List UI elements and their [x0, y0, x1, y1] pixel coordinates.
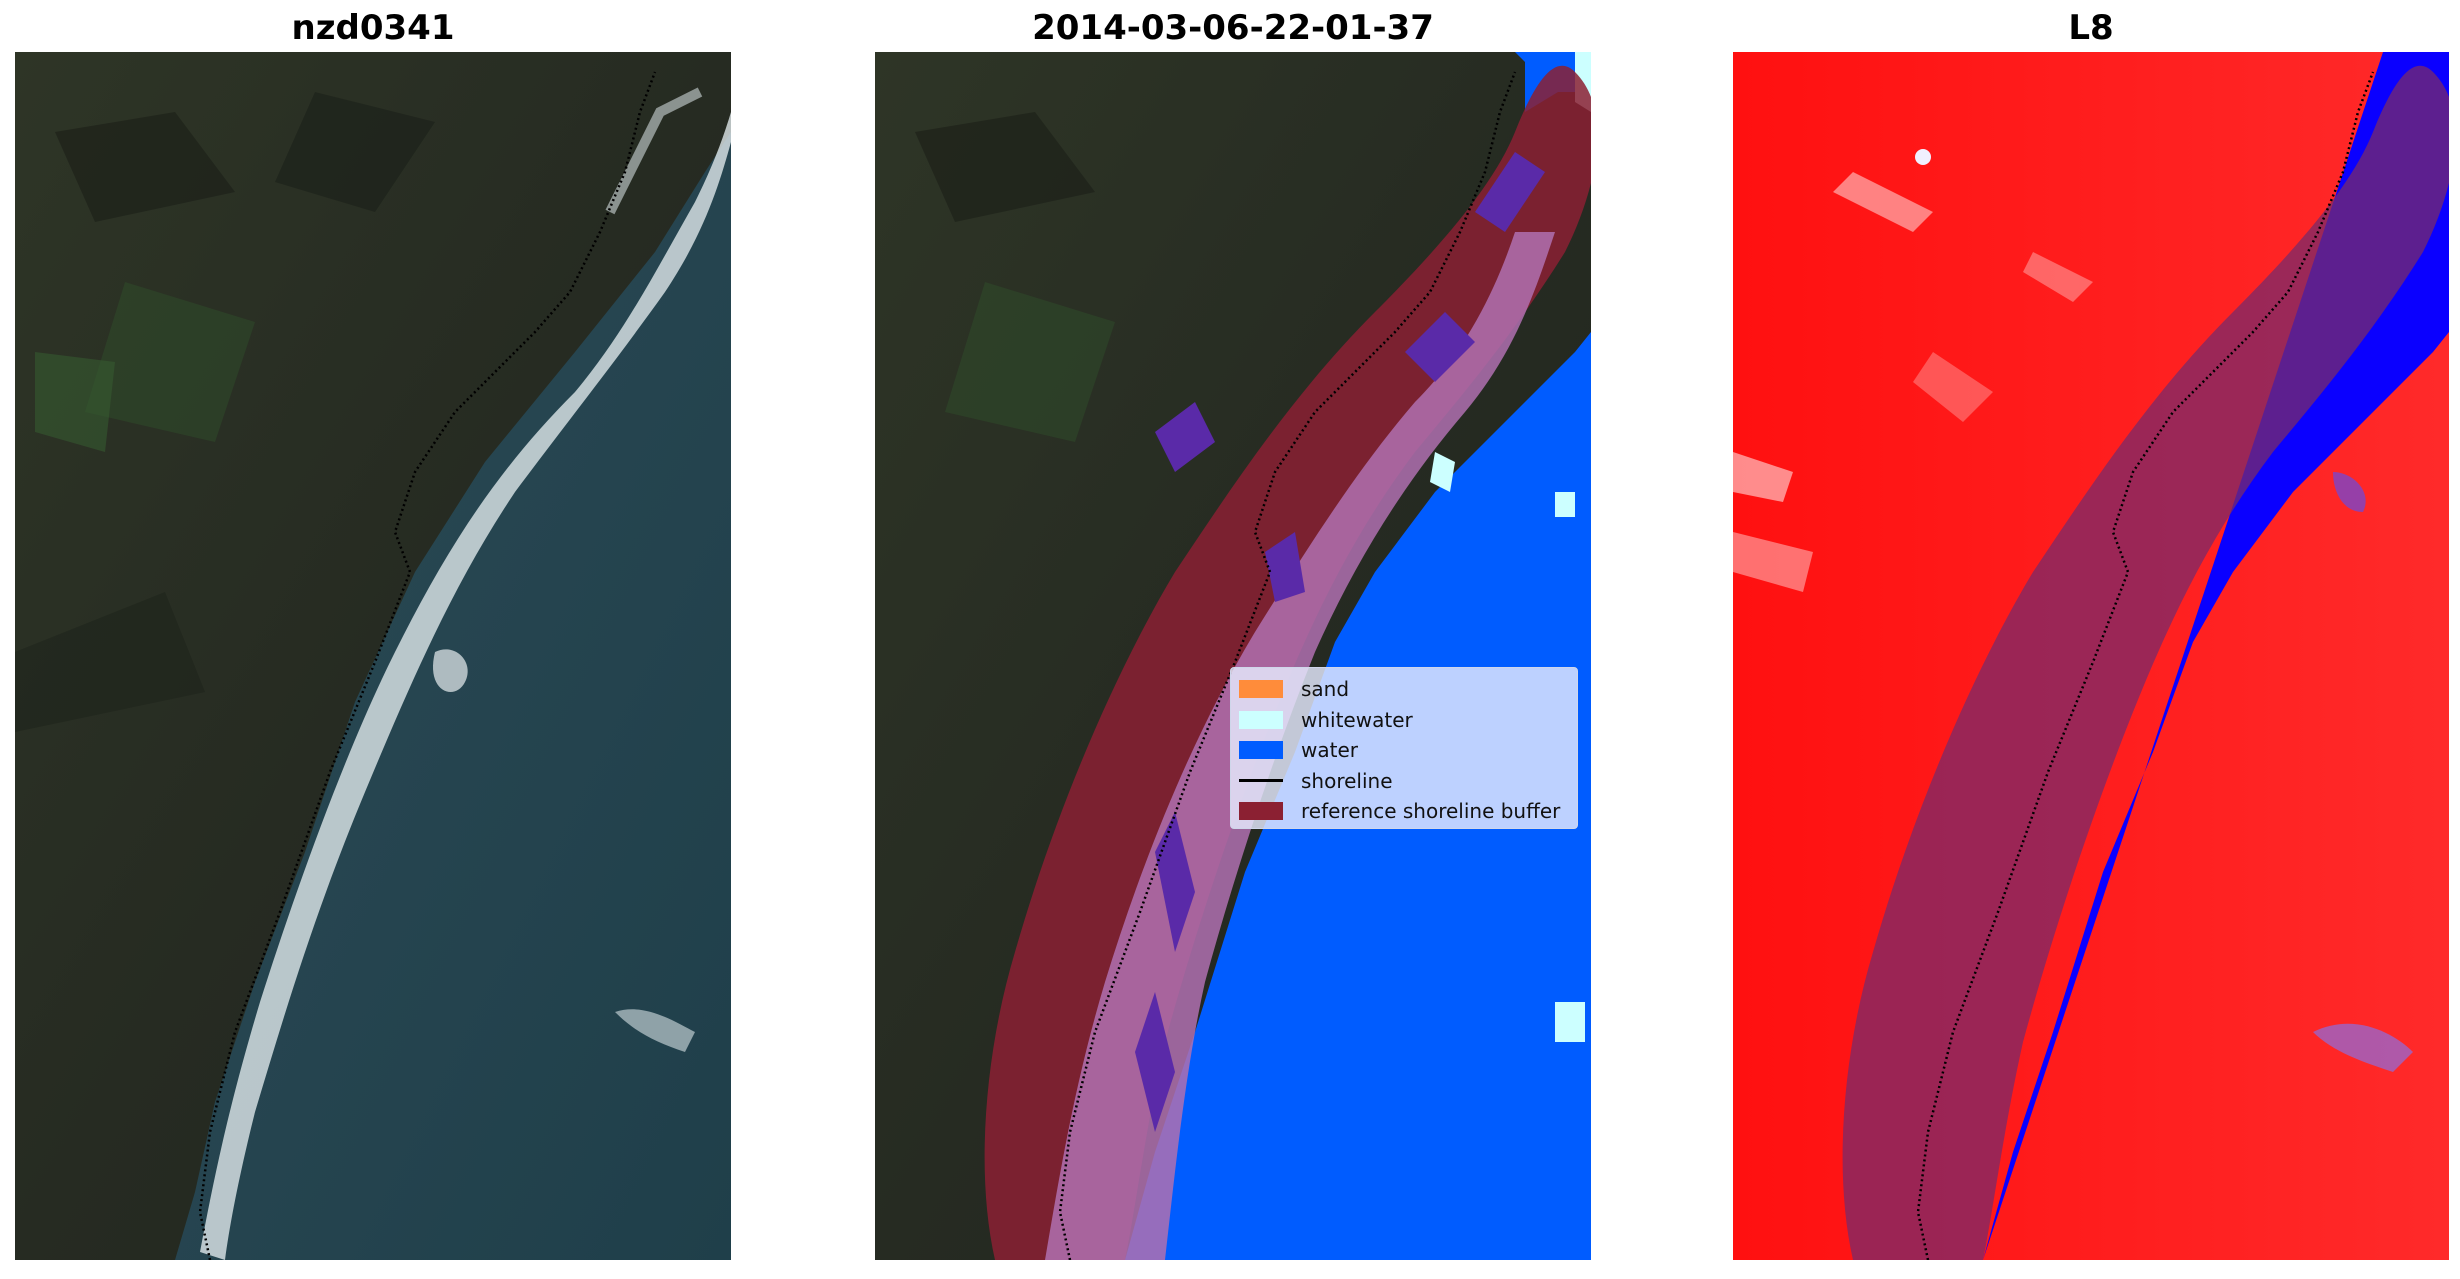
legend-label: reference shoreline buffer	[1301, 799, 1561, 824]
panel-rgb: nzd0341	[15, 0, 731, 1279]
legend-item-buffer: reference shoreline buffer	[1239, 796, 1569, 827]
legend-label: shoreline	[1301, 768, 1393, 793]
sand-swatch	[1239, 680, 1283, 699]
legend-label: water	[1301, 738, 1358, 763]
whitewater-swatch	[1239, 710, 1283, 729]
panel-title: 2014-03-06-22-01-37	[1032, 8, 1434, 48]
legend: sand whitewater water shoreline referenc…	[1230, 667, 1578, 829]
water-swatch	[1239, 741, 1283, 760]
classified-image	[875, 52, 1591, 1260]
panel-classified: 2014-03-06-22-01-37	[875, 0, 1591, 1279]
legend-item-sand: sand	[1239, 674, 1569, 705]
legend-label: sand	[1301, 677, 1350, 702]
panel-index: L8	[1733, 0, 2449, 1279]
legend-item-shoreline: shoreline	[1239, 766, 1569, 797]
legend-item-water: water	[1239, 735, 1569, 766]
satellite-image	[15, 52, 731, 1260]
legend-item-whitewater: whitewater	[1239, 705, 1569, 736]
legend-label: whitewater	[1301, 707, 1413, 732]
buffer-swatch	[1239, 802, 1283, 821]
panel-title: nzd0341	[291, 8, 455, 48]
panel-title: L8	[2068, 8, 2114, 48]
index-image	[1733, 52, 2449, 1260]
shoreline-swatch	[1239, 779, 1283, 783]
